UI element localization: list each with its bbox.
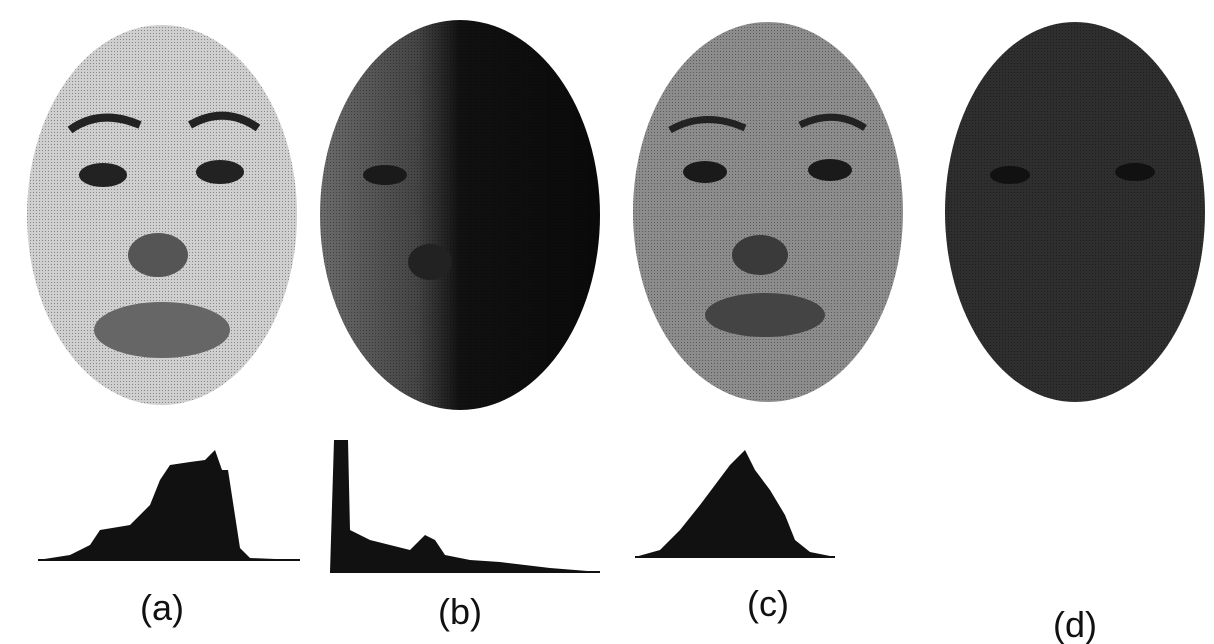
- histogram-a: [38, 450, 300, 560]
- panel-label: (c): [747, 583, 789, 624]
- face-d: [945, 22, 1205, 402]
- histogram-b: [330, 440, 600, 572]
- histogram-c: [635, 450, 835, 557]
- panel-label: (b): [438, 591, 482, 632]
- figure: (a) (b) (c) (d): [0, 0, 1214, 644]
- panel-label: (d): [1053, 604, 1097, 644]
- face-b: [320, 20, 600, 410]
- face-a: [27, 25, 297, 405]
- panel-label: (a): [140, 587, 184, 628]
- face-c: [633, 22, 903, 402]
